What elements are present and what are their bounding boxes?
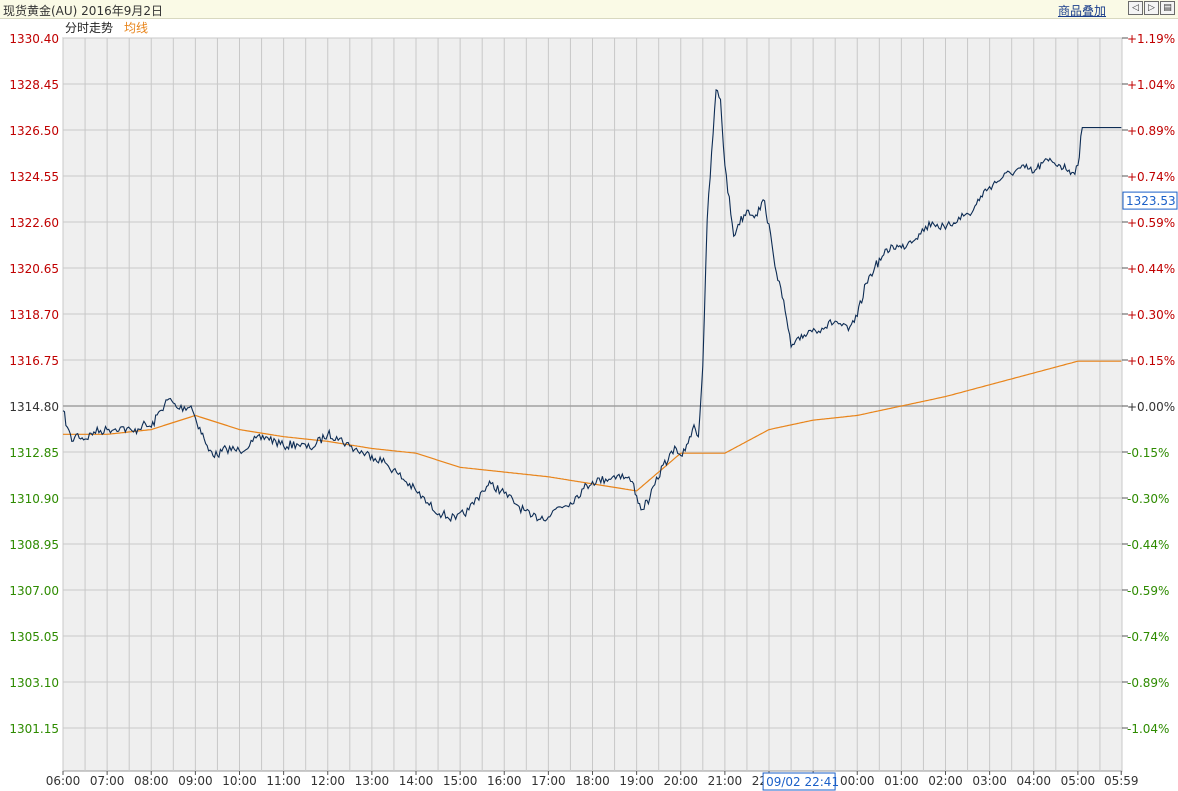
time-tick-label: 12:00 xyxy=(310,774,345,788)
time-tick-label: 03:00 xyxy=(972,774,1007,788)
price-tick-label: 1320.65 xyxy=(9,262,59,276)
price-tick-label: 1305.05 xyxy=(9,630,59,644)
percent-tick-label: -0.44% xyxy=(1127,538,1169,552)
arrow-left-icon[interactable]: ◁ xyxy=(1128,1,1143,15)
price-tick-label: 1307.00 xyxy=(9,584,59,598)
legend-price: 分时走势 xyxy=(65,21,113,35)
time-tick-label: 14:00 xyxy=(399,774,434,788)
window-icon[interactable]: ▤ xyxy=(1160,1,1175,15)
price-tick-label: 1322.60 xyxy=(9,216,59,230)
time-tick-label: 15:00 xyxy=(443,774,478,788)
cursor-time-label: 09/02 22:41 xyxy=(766,775,839,789)
percent-tick-label: -0.30% xyxy=(1127,492,1169,506)
time-tick-label: 20:00 xyxy=(663,774,698,788)
price-tick-label: 1324.55 xyxy=(9,170,59,184)
percent-tick-label: +0.59% xyxy=(1127,216,1175,230)
time-tick-label: 11:00 xyxy=(266,774,301,788)
price-tick-label: 1308.95 xyxy=(9,538,59,552)
time-axis: 06:00 07:00 08:00 09:00 10:00 11:00 12:00 13:00… xyxy=(46,771,1139,788)
percent-tick-label: +1.19% xyxy=(1127,32,1175,46)
price-tick-label: 1326.50 xyxy=(9,124,59,138)
time-tick-label: 00:00 xyxy=(840,774,875,788)
time-tick-label: 16:00 xyxy=(487,774,522,788)
time-tick-label: 05:00 xyxy=(1061,774,1096,788)
time-tick-label: 06:00 xyxy=(46,774,81,788)
percent-tick-label: -0.89% xyxy=(1127,676,1169,690)
percent-tick-label: +0.44% xyxy=(1127,262,1175,276)
time-tick-label: 18:00 xyxy=(575,774,610,788)
overlay-commodity-button[interactable]: 商品叠加 xyxy=(1058,4,1107,18)
chart-title: 现货黄金(AU) 2016年9月2日 xyxy=(3,4,163,18)
time-tick-label: 17:00 xyxy=(531,774,566,788)
percent-tick-label: +0.30% xyxy=(1127,308,1175,322)
percent-tick-label: -0.15% xyxy=(1127,446,1169,460)
price-tick-label: 1312.85 xyxy=(9,446,59,460)
percent-tick-label: +1.04% xyxy=(1127,78,1175,92)
cursor-time-tag: 09/02 22:41 xyxy=(762,772,839,791)
time-tick-label: 04:00 xyxy=(1016,774,1051,788)
price-tick-label: 1330.40 xyxy=(9,32,59,46)
price-tick-label: 1316.75 xyxy=(9,354,59,368)
time-tick-label: 09:00 xyxy=(178,774,213,788)
time-tick-label: 21:00 xyxy=(708,774,743,788)
time-tick-label: 08:00 xyxy=(134,774,169,788)
percent-tick-label: -0.59% xyxy=(1127,584,1169,598)
time-tick-label: 19:00 xyxy=(619,774,654,788)
price-tick-label: 1328.45 xyxy=(9,78,59,92)
price-tick-label: 1318.70 xyxy=(9,308,59,322)
price-line xyxy=(62,89,1122,523)
grid-lines xyxy=(62,37,1123,771)
percent-tick-label: -0.74% xyxy=(1127,630,1169,644)
current-price-tag: 1323.53 xyxy=(1122,191,1178,210)
time-tick-label: 05:59 xyxy=(1104,774,1139,788)
percent-tick-label: +0.15% xyxy=(1127,354,1175,368)
price-axis: 1330.40 1328.45 1326.50 1324.55 1322.60 1320.… xyxy=(9,32,59,736)
price-tick-label: 1301.15 xyxy=(9,722,59,736)
percent-tick-label: +0.74% xyxy=(1127,170,1175,184)
time-tick-label: 13:00 xyxy=(355,774,390,788)
percent-tick-label: +0.00% xyxy=(1127,400,1175,414)
current-price-value: 1323.53 xyxy=(1126,194,1176,208)
legend-average: 均线 xyxy=(124,21,148,35)
time-tick-label: 01:00 xyxy=(884,774,919,788)
chart: 1330.40 1328.45 1326.50 1324.55 1322.60 1320.… xyxy=(9,21,1178,791)
percent-tick-label: +0.89% xyxy=(1127,124,1175,138)
arrow-right-icon[interactable]: ▷ xyxy=(1144,1,1159,15)
percent-tick-label: -1.04% xyxy=(1127,722,1169,736)
time-tick-label: 02:00 xyxy=(928,774,963,788)
percent-axis: +1.19% +1.04% +0.89% +0.74% +0.59% +0.44% +0.3… xyxy=(1122,32,1175,736)
time-tick-label: 10:00 xyxy=(222,774,257,788)
title-bar: 现货黄金(AU) 2016年9月2日 商品叠加 ◁ ▷ ▤ xyxy=(0,0,1178,19)
price-tick-label: 1303.10 xyxy=(9,676,59,690)
time-tick-label: 07:00 xyxy=(90,774,125,788)
price-tick-label: 1310.90 xyxy=(9,492,59,506)
price-tick-label: 1314.80 xyxy=(9,400,59,414)
